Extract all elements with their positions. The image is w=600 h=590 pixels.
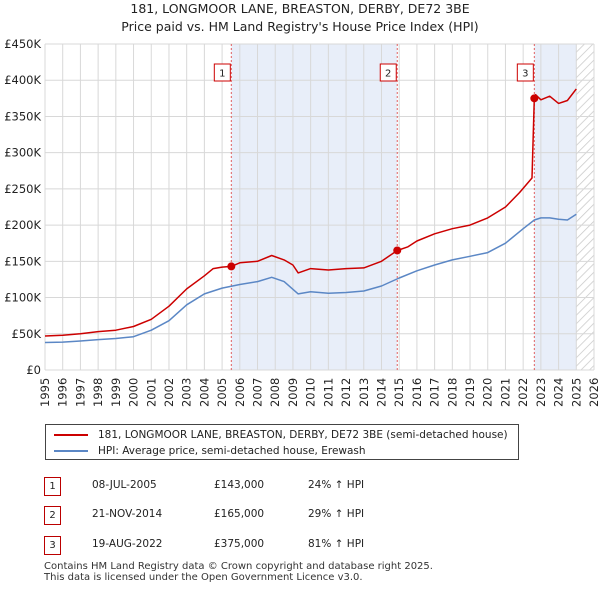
x-tick-label: 2011 (321, 378, 335, 407)
sale-badge-label: 3 (522, 69, 528, 80)
y-tick-label: £450K (4, 37, 41, 51)
legend-price-swatch (54, 434, 88, 436)
price-series-line (44, 88, 577, 337)
x-tick-label: 2002 (162, 378, 176, 407)
x-tick-label: 2023 (534, 378, 548, 407)
transaction-price: £375,000 (214, 538, 265, 550)
x-tick-label: 2013 (357, 378, 371, 407)
sale-badge (213, 63, 231, 82)
x-tick-label: 1995 (38, 378, 52, 407)
sale-badge (379, 63, 397, 82)
transaction-date: 19-AUG-2022 (92, 538, 163, 550)
transaction-row: 2 21-NOV-2014 £165,000 29% ↑ HPI (44, 506, 444, 526)
x-tick-label: 2014 (374, 378, 388, 407)
shaded-periods (231, 44, 594, 370)
x-tick-label: 2001 (144, 378, 158, 407)
x-tick-label: 2017 (428, 378, 442, 407)
transaction-hpi-change: 29% ↑ HPI (308, 508, 365, 520)
x-tick-label: 2007 (251, 378, 265, 407)
transaction-hpi-change: 81% ↑ HPI (308, 538, 365, 550)
x-tick-label: 2026 (587, 378, 600, 407)
y-tick-label: £50K (12, 327, 42, 341)
footer-line1: Contains HM Land Registry data © Crown c… (44, 561, 433, 572)
x-tick-label: 2022 (516, 378, 530, 407)
transaction-price: £165,000 (214, 508, 265, 520)
transaction-row: 1 08-JUL-2005 £143,000 24% ↑ HPI (44, 477, 444, 497)
x-tick-label: 2010 (304, 378, 318, 407)
gridlines (44, 43, 595, 371)
x-tick-label: 2004 (197, 378, 211, 407)
x-tick-label: 2015 (392, 378, 406, 407)
legend-item-hpi: HPI: Average price, semi-detached house,… (54, 443, 366, 459)
transaction-number-badge: 2 (44, 506, 61, 525)
x-tick-label: 2020 (481, 378, 495, 407)
x-tick-label: 2019 (463, 378, 477, 407)
legend-item-price: 181, LONGMOOR LANE, BREASTON, DERBY, DE7… (54, 427, 508, 443)
sale-point (530, 94, 539, 103)
transaction-number-badge: 3 (44, 536, 61, 555)
footer-attribution: Contains HM Land Registry data © Crown c… (44, 561, 433, 583)
x-axis-ticks: 1995 1996 1997 1998 1999 2000 2001 2002 2003 2004… (38, 378, 600, 407)
shaded-period (231, 44, 398, 370)
chart-title: 181, LONGMOOR LANE, BREASTON, DERBY, DE7… (0, 0, 600, 36)
y-tick-label: £0 (26, 363, 41, 377)
x-tick-label: 2016 (410, 378, 424, 407)
transaction-number-badge: 1 (44, 477, 61, 496)
transaction-row: 3 19-AUG-2022 £375,000 81% ↑ HPI (44, 536, 444, 556)
sale-badges: 1 2 3 (213, 63, 534, 82)
x-tick-label: 2006 (233, 378, 247, 407)
legend: 181, LONGMOOR LANE, BREASTON, DERBY, DE7… (45, 424, 519, 460)
transaction-date: 21-NOV-2014 (92, 508, 163, 520)
legend-price-label: 181, LONGMOOR LANE, BREASTON, DERBY, DE7… (98, 429, 508, 441)
x-tick-label: 2005 (215, 378, 229, 407)
transaction-date: 08-JUL-2005 (92, 479, 157, 491)
sale-badge (516, 63, 534, 82)
x-tick-label: 1997 (73, 378, 87, 407)
y-tick-label: £350K (4, 109, 41, 123)
y-axis-ticks: £0 £50K £100K £150K £200K £250K £300K £350K £400… (4, 37, 41, 377)
y-tick-label: £400K (4, 73, 41, 87)
sale-point (393, 246, 402, 255)
y-tick-label: £250K (4, 182, 41, 196)
y-tick-label: £100K (4, 291, 41, 305)
y-tick-label: £300K (4, 146, 41, 160)
x-tick-label: 2021 (498, 378, 512, 407)
x-tick-label: 2009 (286, 378, 300, 407)
y-tick-label: £150K (4, 254, 41, 268)
x-tick-label: 1998 (91, 378, 105, 407)
y-tick-label: £200K (4, 218, 41, 232)
x-tick-label: 2024 (552, 378, 566, 407)
transaction-price: £143,000 (214, 479, 265, 491)
footer-line2: This data is licensed under the Open Gov… (44, 572, 363, 583)
price-chart: 1 2 3 £0 £50K £100K £150K £200K £250K £300K £350K… (4, 37, 600, 407)
x-tick-label: 2000 (127, 378, 141, 407)
x-tick-label: 1996 (56, 378, 70, 407)
x-tick-label: 2012 (339, 378, 353, 407)
x-tick-label: 2008 (268, 378, 282, 407)
forecast-hatch (576, 44, 594, 370)
sale-point (227, 262, 236, 271)
x-tick-label: 2025 (569, 378, 583, 407)
sale-badge-label: 1 (219, 69, 225, 80)
legend-hpi-swatch (54, 450, 88, 452)
legend-hpi-label: HPI: Average price, semi-detached house,… (98, 445, 366, 457)
hpi-series-line (44, 213, 577, 344)
chart-title-line1: 181, LONGMOOR LANE, BREASTON, DERBY, DE7… (130, 1, 470, 16)
chart-title-line2: Price paid vs. HM Land Registry's House … (121, 19, 479, 34)
x-tick-label: 2018 (445, 378, 459, 407)
sale-points (227, 94, 539, 271)
x-tick-label: 1999 (109, 378, 123, 407)
transaction-hpi-change: 24% ↑ HPI (308, 479, 365, 491)
x-tick-label: 2003 (180, 378, 194, 407)
series-lines (44, 88, 577, 344)
sale-badge-label: 2 (385, 69, 391, 80)
